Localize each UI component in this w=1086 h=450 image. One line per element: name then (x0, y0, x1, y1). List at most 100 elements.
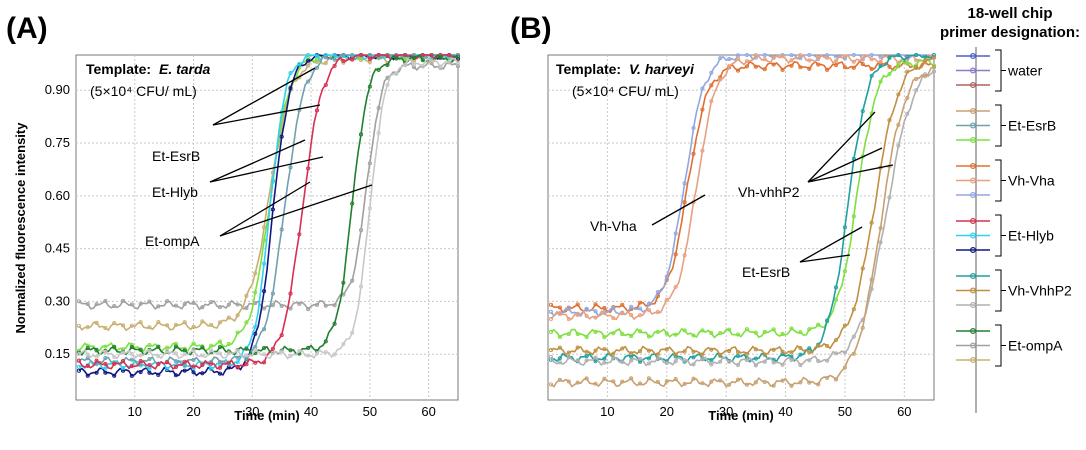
series-marker (217, 371, 223, 376)
series-marker (878, 64, 883, 69)
series-marker (673, 284, 678, 289)
series-marker (138, 301, 143, 306)
series-markers (548, 65, 937, 388)
legend-swatch-marker (969, 122, 976, 129)
series-marker (727, 382, 732, 387)
series-marker (762, 329, 767, 334)
series-marker (718, 352, 723, 358)
series-marker (244, 306, 249, 311)
annotation-et-hlyb-a: Et-Hlyb (152, 184, 198, 200)
legend-swatch-marker (969, 247, 976, 254)
series-marker (217, 344, 223, 350)
series-marker (367, 161, 372, 166)
series-marker (297, 301, 302, 306)
series-markers (548, 58, 937, 340)
series-marker (557, 311, 562, 317)
series-marker (103, 370, 108, 375)
series-marker (833, 62, 839, 68)
series-marker (288, 165, 293, 170)
series-marker (120, 359, 126, 364)
x-tick-label: 60 (897, 404, 911, 419)
series-marker (85, 356, 90, 361)
series-marker (182, 368, 187, 373)
series-marker (914, 65, 919, 70)
series-marker (744, 382, 749, 387)
series-marker (735, 377, 741, 382)
legend-bracket (995, 214, 1002, 257)
grid-a (76, 55, 458, 400)
series-marker (429, 53, 434, 58)
series-marker (376, 52, 381, 58)
series-marker (735, 332, 741, 337)
series-marker (270, 207, 275, 212)
series-marker (637, 300, 643, 305)
ticks-b: 10 20 30 40 50 60 (600, 404, 911, 419)
series-marker (455, 61, 461, 66)
series-marker (593, 329, 598, 335)
y-tick-label: 0.60 (45, 188, 70, 203)
template-organism-a: E. tarda (159, 61, 211, 77)
series-marker (825, 358, 830, 363)
series-marker (637, 329, 643, 334)
series-marker (753, 380, 758, 385)
series-marker (709, 379, 714, 384)
y-tick-label: 0.45 (45, 241, 70, 256)
series-marker (833, 54, 839, 59)
series-marker (718, 330, 723, 336)
series-marker (807, 327, 812, 332)
annotation-lines-a (209, 67, 373, 237)
series-marker (602, 376, 607, 381)
series-marker (575, 345, 580, 350)
series-marker (323, 61, 328, 66)
series-marker (235, 360, 240, 365)
series-marker (182, 359, 187, 364)
legend-swatch-marker (969, 107, 976, 114)
series-marker (789, 63, 794, 68)
series-marker (735, 362, 741, 368)
series-marker (798, 380, 803, 385)
series-marker (789, 350, 794, 355)
series-marker (557, 334, 562, 340)
series-marker (700, 148, 705, 153)
series-marker (718, 77, 723, 82)
series-marker (191, 357, 196, 362)
series-marker (129, 344, 134, 350)
series-marker (76, 323, 81, 328)
series-marker (165, 349, 170, 354)
series-marker (112, 303, 117, 309)
series-marker (762, 52, 767, 58)
series-marker (235, 355, 240, 360)
series-marker (306, 63, 311, 68)
series-marker (226, 341, 231, 347)
x-tick-label: 30 (245, 404, 259, 419)
series-marker (341, 342, 346, 347)
series-marker (566, 355, 571, 360)
legend-group-label: Et-Hlyb (1008, 228, 1054, 244)
series-marker (76, 352, 81, 357)
series-marker (655, 329, 660, 334)
series-marker (860, 56, 865, 61)
series-marker (709, 362, 714, 367)
series-marker (629, 334, 634, 339)
series-marker (798, 345, 803, 351)
series-marker (156, 372, 161, 377)
series-marker (807, 346, 812, 351)
series-marker (297, 348, 302, 353)
series-marker (332, 321, 337, 326)
legend-swatch-marker (969, 328, 976, 335)
series-markers (548, 69, 937, 368)
series-marker (753, 356, 758, 361)
series-marker (323, 82, 328, 88)
legend-swatch-marker (969, 67, 976, 74)
series-marker (727, 327, 732, 332)
series-marker (851, 59, 856, 64)
series-marker (816, 382, 821, 387)
series-marker (798, 352, 803, 357)
series-marker (620, 346, 625, 351)
series-marker (869, 73, 874, 78)
series-marker (914, 58, 919, 63)
series-marker (905, 61, 910, 66)
series-marker (896, 52, 901, 58)
series-marker (735, 353, 741, 359)
series-marker (548, 302, 554, 307)
